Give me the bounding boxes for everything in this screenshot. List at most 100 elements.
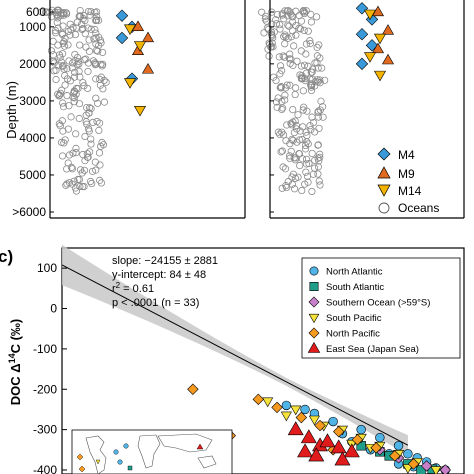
ocean-point xyxy=(80,166,89,174)
data-point-south-pacific xyxy=(280,411,292,422)
ocean-point xyxy=(59,103,68,111)
ocean-point xyxy=(94,99,102,107)
ocean-point xyxy=(260,29,268,37)
ocean-point xyxy=(91,158,99,166)
ocean-point xyxy=(275,53,283,61)
ocean-point xyxy=(282,182,290,190)
data-point-north-pacific xyxy=(407,458,420,470)
panel-label-c: c) xyxy=(0,247,13,266)
ocean-point xyxy=(276,25,284,33)
legend-c-entries: North Atlantic South Atlantic Southern Oce… xyxy=(307,266,430,355)
ocean-point xyxy=(67,113,75,121)
ocean-point xyxy=(47,47,56,55)
ocean-point xyxy=(68,165,77,173)
ocean-point xyxy=(76,73,84,81)
data-point-north-atlantic xyxy=(328,416,338,427)
ocean-point xyxy=(100,98,109,106)
ocean-point xyxy=(65,57,73,65)
ocean-point xyxy=(63,180,71,188)
ocean-point xyxy=(278,147,286,155)
model-point-m9 xyxy=(141,63,155,74)
ocean-point xyxy=(72,130,80,138)
y-tick-label: 100 xyxy=(37,261,57,275)
regression-stats: slope: −24155 ± 2881 y-intercept: 84 ± 4… xyxy=(112,255,218,309)
ocean-point xyxy=(96,75,104,84)
stat-r2-sup: 2 xyxy=(116,281,121,290)
model-points-right xyxy=(355,2,395,82)
ocean-point xyxy=(311,156,319,164)
ocean-point xyxy=(67,163,76,171)
data-point-north-atlantic xyxy=(300,404,310,415)
continent-shape-africa-europe xyxy=(137,434,161,469)
ocean-point xyxy=(300,8,309,16)
y-tick-label: -400 xyxy=(33,463,57,474)
ocean-point xyxy=(64,27,73,35)
ocean-point xyxy=(54,61,62,69)
ocean-point xyxy=(281,165,290,173)
ocean-point xyxy=(72,187,81,195)
y-tick-label: 2000 xyxy=(19,57,46,71)
data-point-north-atlantic xyxy=(375,432,385,443)
ocean-point xyxy=(258,8,266,16)
legend-label: South Pacific xyxy=(326,313,382,324)
ocean-point xyxy=(281,91,289,99)
ocean-point xyxy=(70,73,79,81)
ocean-point xyxy=(67,26,75,34)
ocean-point xyxy=(65,151,74,159)
ocean-point xyxy=(294,111,302,119)
ocean-point xyxy=(71,68,79,76)
ocean-point xyxy=(316,181,324,189)
data-point-east-sea-japan-sea xyxy=(300,429,317,444)
model-point-m4 xyxy=(355,57,369,71)
panel-c-frame xyxy=(61,247,465,474)
ocean-point xyxy=(265,52,273,60)
ocean-point xyxy=(300,103,308,111)
ocean-point xyxy=(54,24,62,32)
ocean-point xyxy=(314,163,323,171)
ocean-point xyxy=(93,117,101,126)
ocean-point xyxy=(61,71,69,80)
ocean-point xyxy=(49,37,57,45)
ocean-point xyxy=(312,78,320,86)
y-label-suffix: C (‰) xyxy=(8,319,23,354)
ocean-point xyxy=(290,42,298,50)
data-point-east-sea-japan-sea xyxy=(330,439,347,454)
ocean-point xyxy=(298,186,306,195)
y-tick-label: -100 xyxy=(33,342,57,356)
stat-intercept: y-intercept: 84 ± 48 xyxy=(112,269,206,281)
ocean-point xyxy=(302,168,310,176)
legend-c-frame xyxy=(301,257,461,359)
legend-marker-southern-ocean-s xyxy=(308,296,320,308)
data-point-east-sea-japan-sea xyxy=(308,447,325,462)
ocean-point xyxy=(82,55,90,63)
ocean-point xyxy=(265,39,273,47)
ocean-point xyxy=(306,122,314,130)
ocean-point xyxy=(97,73,105,81)
ocean-point xyxy=(307,18,316,26)
model-points-left xyxy=(115,9,155,117)
regression-confidence-band xyxy=(62,244,408,456)
ocean-point xyxy=(304,178,312,186)
data-point-southern-ocean-s xyxy=(420,460,433,472)
data-point-north-pacific xyxy=(370,442,382,454)
ocean-point xyxy=(272,20,280,28)
ocean-point xyxy=(95,149,104,157)
ocean-point xyxy=(311,128,319,136)
ocean-point xyxy=(69,24,77,32)
y-tick-label: -300 xyxy=(33,423,57,437)
ocean-point xyxy=(102,78,110,86)
ocean-point xyxy=(292,31,300,39)
ocean-point xyxy=(272,98,281,106)
ocean-point xyxy=(91,25,99,34)
ocean-point xyxy=(61,136,69,144)
data-point-south-pacific xyxy=(262,397,274,408)
model-point-m14 xyxy=(373,33,387,45)
ocean-point xyxy=(314,113,323,121)
ocean-point xyxy=(87,25,95,33)
ocean-point xyxy=(286,81,294,89)
model-point-m14 xyxy=(123,24,137,36)
ocean-point xyxy=(75,114,83,123)
ocean-point xyxy=(307,80,316,88)
